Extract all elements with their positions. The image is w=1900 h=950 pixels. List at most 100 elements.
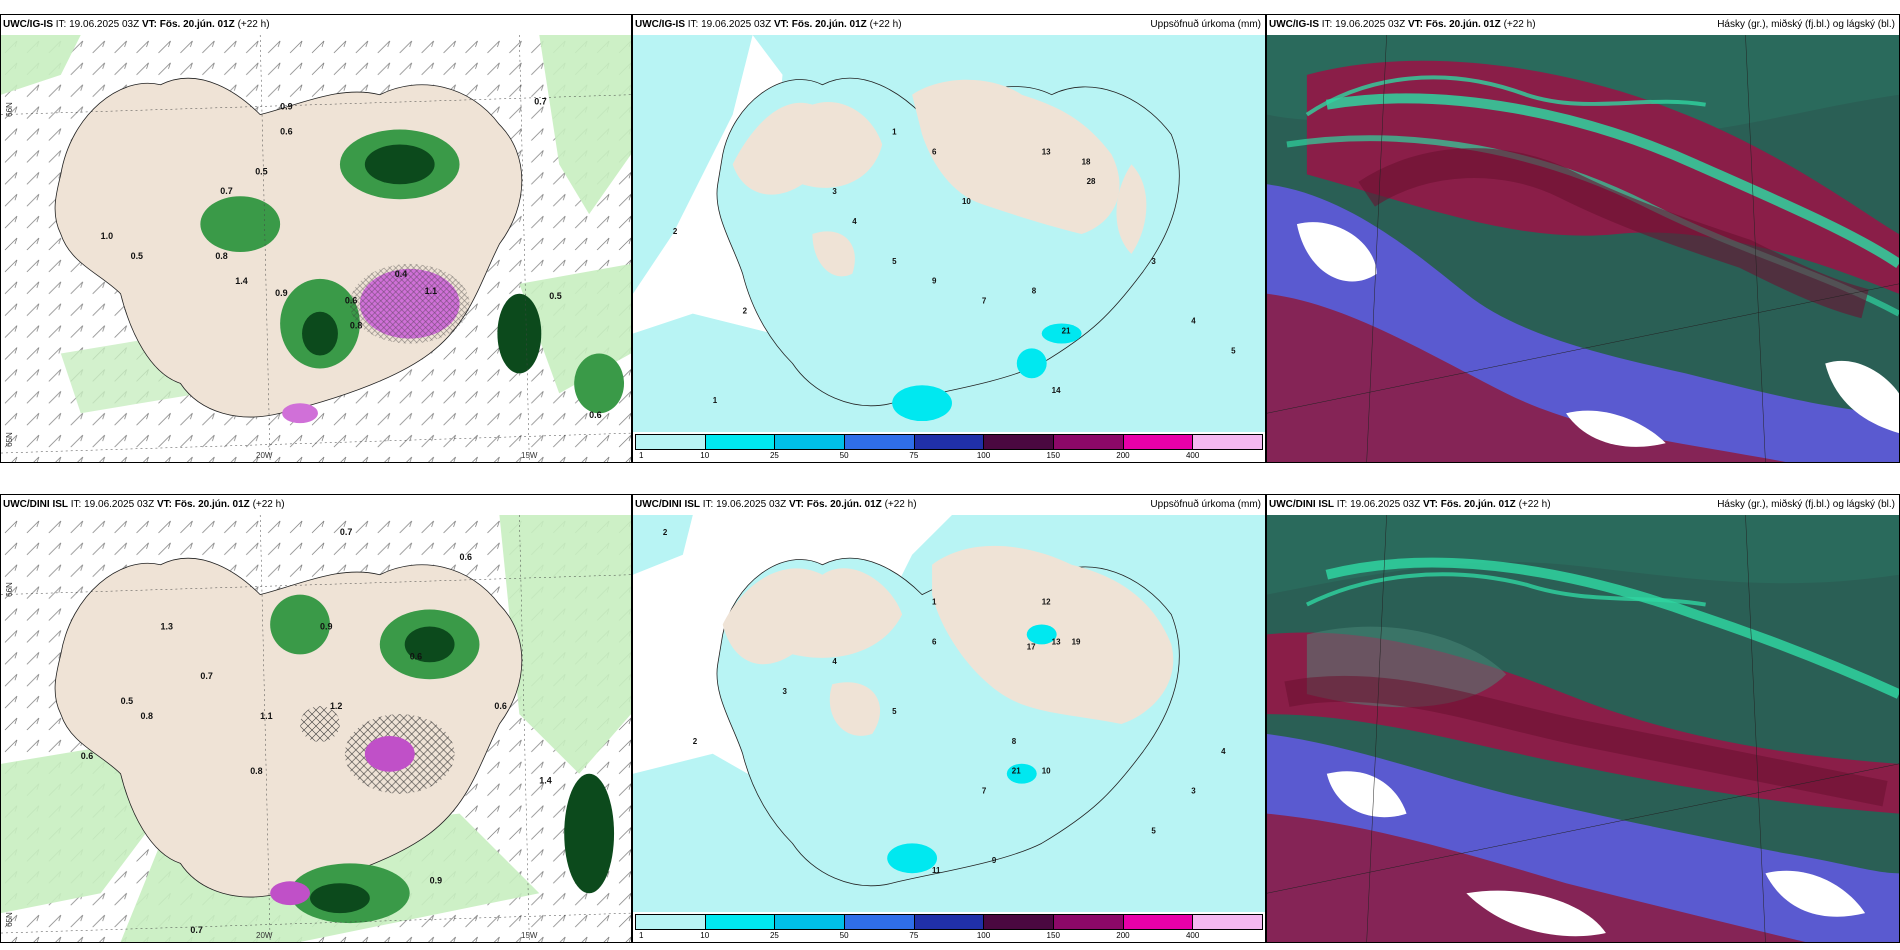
colorbar-label: 10 (700, 451, 710, 460)
accum-value: 1 (892, 128, 897, 137)
precip-value: 0.8 (250, 766, 262, 776)
panel-header: UWC/DINI ISL IT: 19.06.2025 03Z VT: Fös.… (633, 495, 1265, 515)
precip-value: 0.6 (345, 296, 357, 306)
it-value: 19.06.2025 03Z (716, 499, 787, 510)
map-svg (1267, 35, 1899, 462)
colorbar-labels: 1 10 25 50 75 100 150 200 400 (635, 931, 1263, 941)
precip-value: 0.8 (215, 251, 227, 261)
panel-header: UWC/IG-IS IT: 19.06.2025 03Z VT: Fös. 20… (1267, 15, 1899, 35)
model-name: UWC/DINI ISL (1269, 499, 1334, 510)
colorbar-swatch (845, 435, 915, 449)
map-accum-precip[interactable]: 1 2 3 4 5 6 7 8 9 10 11 12 13 17 19 21 3… (633, 515, 1265, 912)
colorbar-label: 1 (639, 931, 644, 940)
colorbar-label: 100 (976, 931, 991, 940)
lat-label-65n: 65N (4, 432, 14, 447)
accum-value: 1 (932, 598, 937, 607)
colorbar-label: 200 (1116, 451, 1130, 460)
colorbar-swatch (775, 915, 846, 929)
accum-value: 5 (1151, 826, 1156, 835)
accum-value: 7 (982, 297, 987, 306)
colorbar-swatch (1123, 435, 1194, 449)
accum-value: 14 (1052, 386, 1061, 395)
colorbar: 1 10 25 50 75 100 150 200 400 (633, 432, 1265, 462)
model-name: UWC/DINI ISL (635, 499, 700, 510)
colorbar-label: 400 (1185, 451, 1200, 460)
model-name: UWC/IG-IS (635, 19, 685, 30)
lead-time: (+22 h) (1503, 19, 1536, 30)
colorbar-label: 1 (639, 451, 644, 460)
map-wind-precip[interactable]: 0.7 0.6 1.3 0.9 0.5 0.6 1.2 0.8 0.7 1.1 … (1, 515, 631, 942)
colorbar-label: 10 (700, 931, 710, 940)
colorbar: 1 10 25 50 75 100 150 200 400 (633, 912, 1265, 942)
precip-value: 0.8 (141, 711, 153, 721)
colorbar-label: 400 (1185, 931, 1200, 940)
precip-value: 1.3 (160, 621, 172, 631)
precip-value: 0.6 (460, 552, 472, 562)
panel-header: UWC/IG-IS IT: 19.06.2025 03Z VT: Fös. 20… (633, 15, 1265, 35)
precip-value: 0.5 (255, 166, 267, 176)
it-label: IT: (702, 499, 714, 510)
colorbar-swatch (636, 915, 706, 929)
map-svg: 1 2 3 4 5 6 7 8 9 10 13 14 18 21 28 3 4 … (633, 35, 1265, 432)
accum-value: 3 (783, 687, 788, 696)
map-svg: 1 2 3 4 5 6 7 8 9 10 11 12 13 17 19 21 3… (633, 515, 1265, 912)
lat-label-66n: 66N (4, 582, 14, 597)
colorbar-swatch (775, 435, 846, 449)
colorbar-swatch (705, 915, 776, 929)
map-accum-precip[interactable]: 1 2 3 4 5 6 7 8 9 10 13 14 18 21 28 3 4 … (633, 35, 1265, 432)
vt-value: Fös. 20.jún. 01Z (174, 499, 250, 510)
panel-dini-wind-precip: UWC/DINI ISL IT: 19.06.2025 03Z VT: Fös.… (0, 494, 632, 943)
lead-time: (+22 h) (884, 499, 917, 510)
colorbar-label: 50 (839, 451, 849, 460)
accum-value: 28 (1087, 177, 1096, 186)
lead-time: (+22 h) (869, 19, 902, 30)
colorbar-swatch (1193, 915, 1263, 929)
it-label: IT: (1336, 499, 1348, 510)
vt-label: VT: (773, 19, 789, 30)
precip-value: 1.1 (425, 286, 437, 296)
accum-value: 8 (1012, 737, 1017, 746)
vt-value: Fös. 20.jún. 01Z (806, 499, 882, 510)
lead-time: (+22 h) (1518, 499, 1551, 510)
map-wind-precip[interactable]: 0.9 0.6 0.5 0.7 1.0 0.8 1.4 0.5 0.9 0.6 … (1, 35, 631, 462)
colorbar-label: 150 (1046, 931, 1060, 940)
lon-label-15w: 15W (521, 451, 538, 460)
accum-value: 3 (832, 187, 837, 196)
accum-value: 2 (663, 528, 668, 537)
colorbar-label: 150 (1046, 451, 1060, 460)
lon-label-20w: 20W (256, 931, 273, 940)
precip-value: 1.4 (235, 276, 247, 286)
panel-ig-clouds: UWC/IG-IS IT: 19.06.2025 03Z VT: Fös. 20… (1266, 14, 1900, 463)
accum-value: 1 (713, 396, 718, 405)
panel-dini-accum: UWC/DINI ISL IT: 19.06.2025 03Z VT: Fös.… (632, 494, 1266, 943)
panel-dini-clouds: UWC/DINI ISL IT: 19.06.2025 03Z VT: Fös.… (1266, 494, 1900, 943)
colorbar-swatch (1054, 915, 1124, 929)
colorbar-label: 50 (839, 931, 849, 940)
map-title: Hásky (gr.), miðský (fj.bl.) og lágský (… (1717, 19, 1895, 30)
vt-label: VT: (1407, 19, 1423, 30)
panel-header: UWC/DINI ISL IT: 19.06.2025 03Z VT: Fös.… (1267, 495, 1899, 515)
vt-value: Fös. 20.jún. 01Z (1425, 19, 1501, 30)
map-title: Uppsöfnuð úrkoma (mm) (1150, 19, 1261, 30)
precip-value: 0.7 (534, 97, 546, 107)
precip-value: 0.7 (220, 186, 232, 196)
accum-value: 9 (992, 856, 997, 865)
accum-value: 7 (982, 787, 987, 796)
map-clouds[interactable] (1267, 35, 1899, 462)
accum-value: 2 (743, 307, 748, 316)
accum-value: 9 (932, 277, 937, 286)
panel-header: UWC/DINI ISL IT: 19.06.2025 03Z VT: Fös.… (1, 495, 631, 515)
colorbar-swatches (635, 914, 1263, 930)
accum-value: 5 (892, 257, 897, 266)
precip-value: 1.4 (539, 776, 551, 786)
lead-time: (+22 h) (237, 19, 270, 30)
precip-value: 0.6 (494, 701, 506, 711)
map-clouds[interactable] (1267, 515, 1899, 942)
colorbar-label: 25 (769, 931, 779, 940)
map-svg: 0.9 0.6 0.5 0.7 1.0 0.8 1.4 0.5 0.9 0.6 … (1, 35, 631, 462)
accum-value: 4 (832, 657, 837, 666)
accum-value: 4 (852, 217, 857, 226)
colorbar-swatch (1123, 915, 1194, 929)
precip-value: 0.9 (275, 288, 287, 298)
colorbar-swatch (914, 915, 985, 929)
